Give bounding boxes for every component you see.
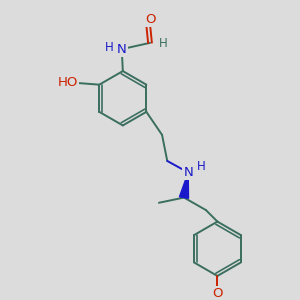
Text: O: O: [145, 14, 155, 26]
Text: N: N: [183, 166, 193, 179]
Text: HO: HO: [58, 76, 78, 89]
Text: H: H: [105, 40, 114, 53]
Polygon shape: [179, 172, 188, 198]
Text: H: H: [159, 38, 167, 50]
Text: N: N: [117, 43, 127, 56]
Text: H: H: [197, 160, 206, 173]
Text: O: O: [212, 287, 223, 300]
